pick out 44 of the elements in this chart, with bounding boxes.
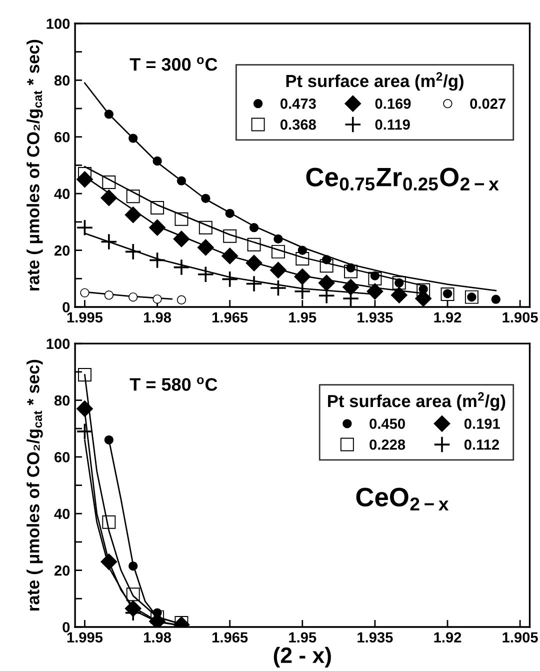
x-tick-label: 1.905 [502, 632, 538, 643]
x-tick-label: 1.95 [289, 312, 316, 323]
legend-label: 0.473 [280, 98, 316, 109]
annotation: CeO$_{2−x}$ [356, 488, 449, 510]
legend-label: 0.112 [464, 439, 499, 450]
x-tick-label: 1.905 [502, 312, 538, 323]
x-tick-label: 1.935 [358, 312, 393, 323]
legend-label: 0.027 [470, 98, 506, 109]
x-axis-title: (2 - x) [274, 646, 331, 668]
y-tick-label: 80 [54, 75, 70, 86]
x-tick-label: 1.98 [144, 632, 172, 643]
y-tick-label: 40 [54, 188, 70, 200]
x-tick-label: 1.965 [212, 632, 248, 643]
legend-label: 0.169 [375, 98, 411, 109]
y-axis-title: rate ( μmoles of CO₂/g$_{cat}$ * sec) [26, 40, 43, 290]
y-tick-label: 100 [46, 18, 70, 29]
annotation: T = 300 $^{o}$C [130, 57, 218, 71]
annotation: Ce$_{0.75}$Zr$_{0.25}$O$_{2−x}$ [306, 168, 499, 191]
y-tick-label: 100 [46, 338, 70, 349]
legend-label: 0.228 [370, 439, 406, 450]
legend-title: Pt surface area (m$^{2}$/g) [286, 72, 464, 91]
y-tick-label: 60 [54, 132, 70, 142]
legend-label: 0.191 [464, 418, 500, 429]
y-tick-label: 20 [54, 565, 70, 576]
y-tick-label: 40 [54, 508, 70, 520]
y-tick-label: 0 [62, 622, 70, 632]
y-tick-label: 80 [54, 395, 70, 406]
legend-label: 0.368 [280, 119, 316, 130]
y-tick-label: 60 [54, 452, 70, 462]
x-tick-label: 1.92 [434, 632, 462, 643]
legend-label: 0.119 [375, 119, 410, 130]
x-tick-label: 1.92 [434, 312, 462, 323]
legend-title: Pt surface area (m$^{2}$/g) [328, 392, 506, 411]
y-axis-title: rate ( μmoles of CO₂/g$_{cat}$ * sec) [26, 360, 43, 611]
x-tick-label: 1.95 [289, 632, 316, 643]
x-tick-label: 1.98 [144, 312, 172, 323]
x-tick-label: 1.995 [67, 312, 103, 323]
x-tick-label: 1.995 [67, 632, 103, 643]
x-tick-label: 1.965 [212, 312, 248, 323]
annotation: T = 580 $^{o}$C [130, 377, 218, 391]
y-tick-label: 0 [62, 302, 70, 312]
y-tick-label: 20 [54, 245, 70, 256]
legend-label: 0.450 [370, 418, 405, 429]
x-tick-label: 1.935 [358, 632, 393, 643]
